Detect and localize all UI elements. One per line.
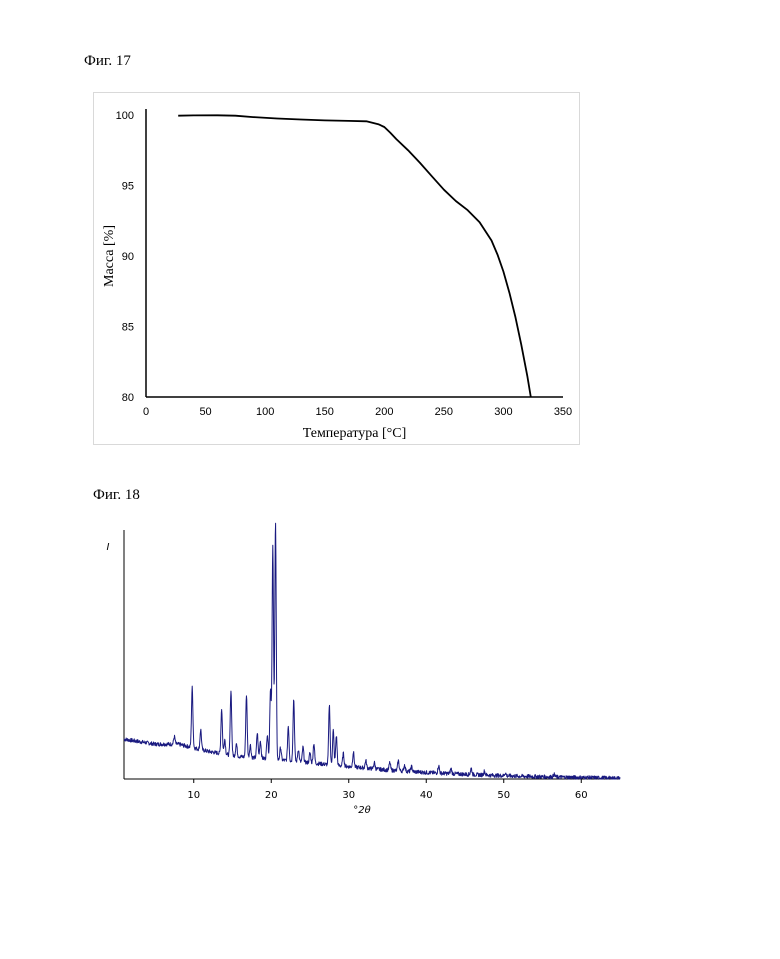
x-axis-title: Температура [°С] [303,426,407,441]
x-tick-label: 200 [375,406,393,418]
tga-chart: 80 85 90 95 100 0 50 100 150 200 250 300 350 Температ… [94,93,579,444]
x-tick-label: 250 [435,406,453,418]
x-axis-title: °2θ [353,805,370,816]
y-tick-label: 85 [122,322,134,334]
y-tick-label: 95 [122,181,134,193]
y-tick-label: 80 [122,392,134,404]
x-tick-label: 0 [143,406,149,418]
x-tick-label: 150 [316,406,334,418]
x-tick-label: 100 [256,406,274,418]
y-tick-label: 90 [122,251,134,263]
xrd-pattern-line [124,523,620,779]
y-axis-title: I [107,542,110,553]
x-tick-label: 50 [199,406,211,418]
figure-17-caption: Фиг. 17 [84,53,131,70]
x-tick-label: 60 [575,790,588,801]
y-tick-label: 100 [116,110,134,122]
mass-loss-line [178,115,531,397]
x-tick-label: 350 [554,406,572,418]
x-tick-label: 40 [420,790,433,801]
x-tick-label: 20 [265,790,278,801]
x-tick-label: 10 [187,790,200,801]
x-tick-label: 50 [497,790,510,801]
y-axis-title: Масса [%] [102,225,117,287]
x-tick-label: 30 [342,790,355,801]
figure-18-caption: Фиг. 18 [93,487,140,504]
x-tick-label: 300 [494,406,512,418]
tga-chart-frame: 80 85 90 95 100 0 50 100 150 200 250 300 350 Температ… [93,92,580,445]
